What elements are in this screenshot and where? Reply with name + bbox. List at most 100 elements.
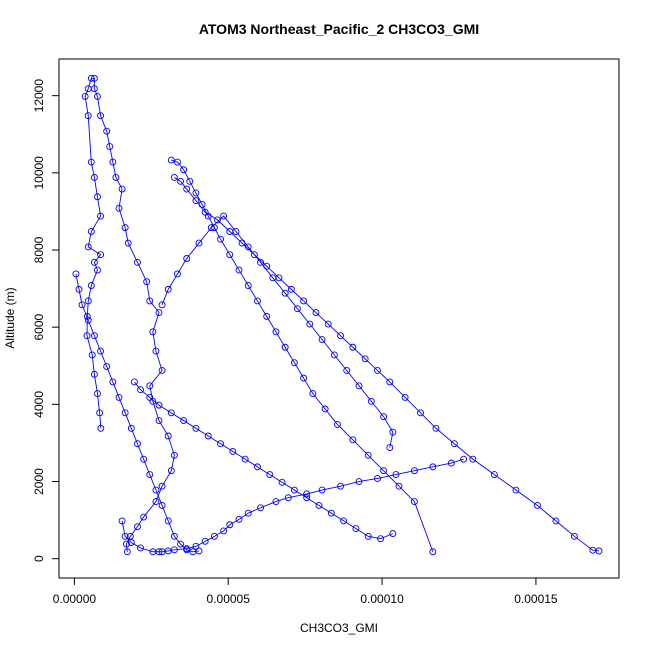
data-point xyxy=(284,494,292,502)
data-point xyxy=(90,74,98,82)
data-point xyxy=(272,498,280,506)
data-point xyxy=(167,467,175,475)
data-point xyxy=(300,297,308,305)
data-point xyxy=(232,228,240,235)
data-point xyxy=(300,374,308,382)
x-axis-label: CH3CO3_GMI xyxy=(300,621,378,635)
series-7-line xyxy=(134,381,394,540)
x-tick-label: 0.00015 xyxy=(514,592,558,606)
data-point xyxy=(312,309,320,316)
data-point xyxy=(121,532,129,540)
data-point xyxy=(146,382,154,390)
series-2 xyxy=(118,455,468,556)
data-point xyxy=(81,92,89,100)
data-point xyxy=(127,539,135,546)
series-3-line xyxy=(75,273,200,553)
data-point xyxy=(244,243,252,251)
data-point xyxy=(469,455,477,463)
data-point xyxy=(201,537,209,545)
data-point xyxy=(226,521,234,529)
series-5-line xyxy=(171,159,434,552)
data-point xyxy=(130,378,138,386)
data-point xyxy=(401,393,409,401)
data-point xyxy=(432,424,440,432)
data-point xyxy=(389,428,397,436)
data-point xyxy=(210,532,218,540)
data-point xyxy=(155,309,163,316)
data-point xyxy=(254,297,261,305)
data-point xyxy=(192,197,200,205)
data-point xyxy=(241,455,249,463)
data-point xyxy=(281,289,289,297)
data-point xyxy=(143,278,151,286)
data-point xyxy=(109,378,117,386)
data-point xyxy=(355,382,363,390)
data-point xyxy=(152,498,160,506)
data-point xyxy=(367,397,375,405)
data-point xyxy=(287,285,295,293)
data-point xyxy=(257,258,264,266)
data-point xyxy=(334,420,341,428)
data-point xyxy=(195,239,203,247)
data-point xyxy=(389,530,397,538)
data-point xyxy=(374,474,381,482)
data-point xyxy=(309,390,317,397)
data-point xyxy=(204,432,212,440)
data-point xyxy=(84,243,92,251)
data-point xyxy=(337,332,344,340)
data-point xyxy=(244,282,252,289)
data-point xyxy=(380,467,388,475)
data-point xyxy=(183,255,191,262)
data-point xyxy=(87,158,95,166)
data-point xyxy=(87,228,95,235)
data-point xyxy=(204,212,212,220)
data-point xyxy=(97,212,104,220)
data-point xyxy=(158,301,166,309)
data-point xyxy=(78,301,86,309)
y-tick-label: 12000 xyxy=(32,79,46,113)
data-point xyxy=(355,478,363,485)
data-point xyxy=(72,270,80,278)
data-point xyxy=(170,174,178,181)
data-point xyxy=(94,390,101,397)
data-point xyxy=(112,174,120,181)
data-point xyxy=(303,494,311,502)
data-point xyxy=(149,328,157,336)
y-tick-label: 10000 xyxy=(32,156,46,190)
data-point xyxy=(374,366,381,374)
data-point xyxy=(118,185,126,193)
data-point xyxy=(170,532,178,540)
data-point xyxy=(364,451,372,459)
data-point xyxy=(349,343,357,351)
data-point xyxy=(177,540,184,548)
data-point xyxy=(254,463,261,471)
plot-frame xyxy=(58,58,620,579)
y-tick-label: 8000 xyxy=(32,236,46,263)
data-point xyxy=(183,185,191,193)
data-point xyxy=(220,527,228,535)
data-point xyxy=(217,440,224,448)
chart-title: ATOM3 Northeast_Pacific_2 CH3CO3_GMI xyxy=(199,21,479,37)
data-point xyxy=(324,320,332,328)
data-point xyxy=(570,532,578,540)
data-point xyxy=(140,455,148,463)
data-point xyxy=(123,548,131,556)
data-point xyxy=(460,455,468,463)
data-point xyxy=(257,504,264,512)
data-point xyxy=(512,486,520,494)
data-point xyxy=(450,440,458,448)
data-point xyxy=(106,143,114,151)
data-point xyxy=(83,332,91,340)
data-point xyxy=(115,393,123,401)
data-point xyxy=(214,216,221,224)
x-tick-label: 0.00010 xyxy=(360,592,404,606)
data-point xyxy=(155,417,163,425)
data-point xyxy=(118,517,126,525)
data-point xyxy=(146,471,154,479)
data-point xyxy=(109,158,117,166)
data-point xyxy=(90,174,98,181)
data-point xyxy=(361,355,369,363)
data-point xyxy=(281,343,289,351)
data-point xyxy=(377,535,384,543)
